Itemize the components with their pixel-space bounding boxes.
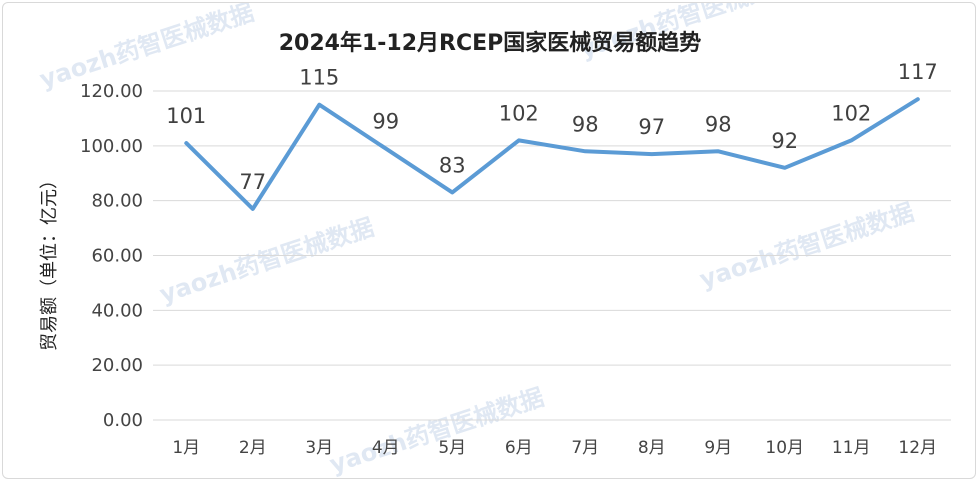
data-label: 102: [499, 101, 539, 125]
line-chart: yaozh药智医械数据 yaozh药智医械数据 yaozh药智医械数据 yaozh药智…: [36, 3, 951, 479]
y-tick-label: 20.00: [91, 355, 143, 376]
y-axis-ticks: 0.00 20.00 40.00 60.00 80.00 100.00 120.00: [80, 81, 143, 431]
x-tick-label: 10月: [765, 438, 804, 458]
data-label: 98: [572, 112, 599, 136]
data-label: 101: [166, 104, 206, 128]
watermark-layer: yaozh药智医械数据 yaozh药智医械数据 yaozh药智医械数据 yaozh药智…: [36, 3, 917, 479]
x-tick-label: 11月: [832, 438, 871, 458]
data-label: 92: [771, 129, 798, 153]
series-line: [184, 97, 920, 211]
series-layer: [184, 97, 920, 211]
x-tick-label: 3月: [305, 438, 333, 458]
x-tick-label: 1月: [172, 438, 200, 458]
data-label: 102: [831, 101, 871, 125]
watermark-text: yaozh药智医械数据: [696, 198, 917, 294]
grid-layer: [153, 90, 951, 421]
y-axis-label: 贸易额（单位：亿元）: [39, 171, 60, 351]
data-label: 99: [372, 110, 399, 134]
y-tick-label: 60.00: [91, 246, 143, 267]
data-label: 83: [439, 153, 466, 177]
watermark-text: yaozh药智医械数据: [326, 383, 547, 479]
x-tick-label: 8月: [638, 438, 666, 458]
data-label: 97: [638, 115, 665, 139]
x-tick-label: 5月: [438, 438, 466, 458]
x-axis-ticks: 1月 2月 3月 4月 5月 6月 7月 8月 9月 10月 11月 12月: [172, 438, 937, 458]
y-tick-label: 120.00: [80, 81, 143, 102]
y-tick-label: 0.00: [103, 410, 143, 431]
x-tick-label: 6月: [505, 438, 533, 458]
y-tick-label: 80.00: [91, 191, 143, 212]
x-tick-label: 2月: [239, 438, 267, 458]
data-label: 117: [898, 60, 938, 84]
x-tick-label: 4月: [372, 438, 400, 458]
y-tick-label: 100.00: [80, 136, 143, 157]
watermark-text: yaozh药智医械数据: [36, 3, 257, 94]
data-label-layer: 101 77 115 99 83 102 98 97 98 92 102 117: [166, 60, 938, 194]
x-tick-label: 7月: [571, 438, 599, 458]
data-label: 98: [705, 112, 732, 136]
x-tick-label: 12月: [898, 438, 937, 458]
data-label: 115: [299, 66, 339, 90]
watermark-text: yaozh药智医械数据: [156, 213, 377, 309]
x-tick-label: 9月: [704, 438, 732, 458]
chart-title: 2024年1-12月RCEP国家医械贸易额趋势: [279, 30, 702, 56]
y-tick-label: 40.00: [91, 300, 143, 321]
data-label: 77: [239, 170, 266, 194]
